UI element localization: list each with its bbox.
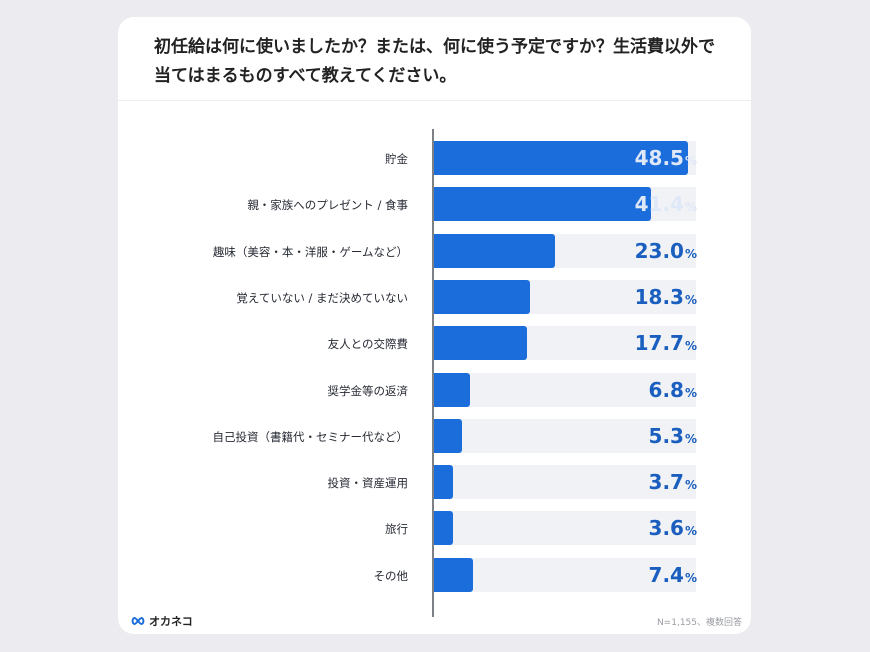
- value-number: 48.5: [634, 146, 684, 170]
- value-unit: %: [684, 293, 697, 307]
- value-label: 18.3%: [577, 280, 697, 317]
- chart-title: 初任給は何に使いましたか？または、何に使う予定ですか？生活費以外で当てはまるもの…: [154, 37, 715, 86]
- value-unit: %: [684, 386, 697, 400]
- value-label: 5.3%: [577, 419, 697, 456]
- category-label: 奨学金等の返済: [327, 384, 409, 398]
- category-label: 覚えていない / まだ決めていない: [236, 291, 408, 305]
- value-label: 23.0%: [577, 234, 697, 271]
- value-unit: %: [684, 247, 697, 261]
- brand-name: オカネコ: [149, 615, 193, 628]
- value-number: 17.7: [634, 331, 684, 355]
- category-label: 旅行: [385, 522, 408, 536]
- chart-card: 初任給は何に使いましたか？または、何に使う予定ですか？生活費以外で当てはまるもの…: [118, 17, 751, 634]
- value-number: 6.8: [648, 378, 684, 402]
- category-label: その他: [373, 569, 409, 583]
- infinity-icon: [131, 617, 145, 625]
- brand-logo: オカネコ: [131, 613, 193, 629]
- value-label: 48.5%: [577, 141, 697, 178]
- value-unit: %: [684, 432, 697, 446]
- value-unit: %: [684, 154, 697, 168]
- bar: [434, 419, 462, 453]
- y-axis-line: [432, 129, 434, 617]
- category-label: 趣味（美容・本・洋服・ゲームなど）: [212, 245, 408, 259]
- category-label: 貯金: [385, 152, 408, 166]
- value-number: 7.4: [648, 563, 684, 587]
- category-label: 友人との交際費: [327, 337, 408, 351]
- bar-track: [434, 373, 696, 407]
- bar: [434, 187, 651, 221]
- value-number: 3.7: [648, 470, 684, 494]
- bar: [434, 234, 555, 268]
- value-number: 23.0: [634, 239, 684, 263]
- bar: [434, 141, 689, 175]
- bar: [434, 511, 453, 545]
- bar-track: [434, 465, 696, 499]
- bar: [434, 280, 530, 314]
- value-unit: %: [684, 200, 697, 214]
- category-label: 自己投資（書籍代・セミナー代など）: [212, 430, 409, 444]
- value-number: 41.4: [634, 192, 684, 216]
- value-label: 7.4%: [577, 558, 697, 595]
- value-label: 3.7%: [577, 465, 697, 502]
- category-label: 親・家族へのプレゼント / 食事: [247, 198, 408, 212]
- bar: [434, 373, 470, 407]
- bar: [434, 326, 527, 360]
- value-label: 6.8%: [577, 373, 697, 410]
- value-number: 18.3: [634, 285, 684, 309]
- bar-track: [434, 419, 696, 453]
- value-label: 41.4%: [577, 187, 697, 224]
- bar: [434, 465, 454, 499]
- value-label: 17.7%: [577, 326, 697, 363]
- category-label: 投資・資産運用: [327, 476, 409, 490]
- value-label: 3.6%: [577, 511, 697, 548]
- value-unit: %: [684, 478, 697, 492]
- title-divider: [118, 100, 751, 101]
- sample-note: N=1,155、複数回答: [656, 618, 742, 628]
- value-unit: %: [684, 571, 697, 585]
- bar-track: [434, 511, 696, 545]
- bar: [434, 558, 473, 592]
- value-number: 3.6: [648, 516, 684, 540]
- value-unit: %: [684, 524, 697, 538]
- value-unit: %: [684, 339, 697, 353]
- value-number: 5.3: [648, 424, 684, 448]
- bar-track: [434, 558, 696, 592]
